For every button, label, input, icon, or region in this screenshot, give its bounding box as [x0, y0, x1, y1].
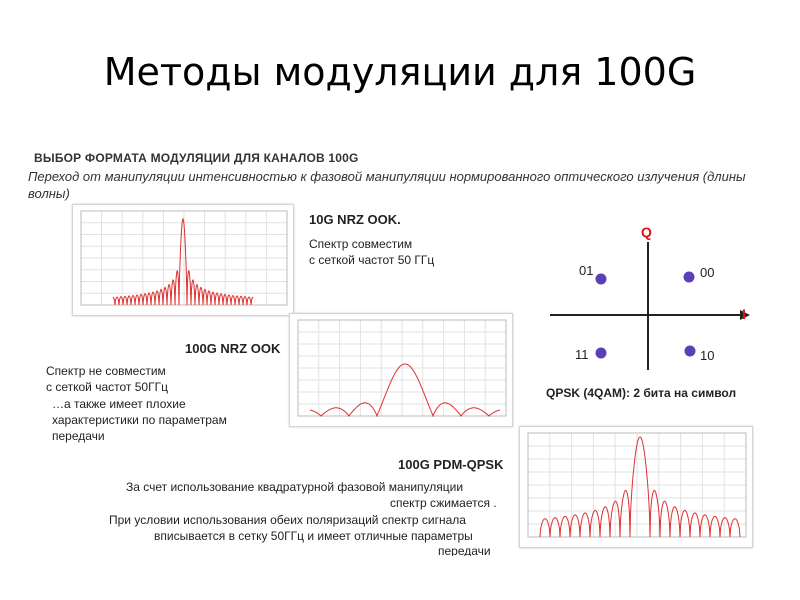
constellation-point-01	[595, 273, 607, 285]
section-subtitle: Переход от манипуляции интенсивностью к …	[28, 169, 746, 201]
qpsk-text-5: передачи	[438, 544, 491, 556]
qpsk-text-4: вписывается в сетку 50ГГц и имеет отличн…	[154, 529, 473, 543]
nrz10-title: 10G NRZ OOK.	[309, 212, 401, 227]
point-label-01: 01	[579, 263, 594, 278]
nrz10-text-1: Спектр совместим	[309, 237, 413, 251]
qpsk-caption: QPSK (4QAM): 2 бита на символ	[546, 386, 737, 400]
spectrum-10g-nrz	[72, 204, 294, 316]
q-axis-label: Q	[641, 224, 652, 240]
i-axis-arrow	[740, 310, 750, 320]
spectrum-pdm-qpsk	[519, 426, 753, 548]
slide-title: Методы модуляции для 100G	[103, 50, 697, 94]
point-label-11: 11	[575, 347, 589, 362]
qpsk-text-2: спектр сжимается .	[390, 496, 497, 510]
nrz100-text-2: с сеткой частот 50ГГц	[46, 380, 168, 394]
constellation-point-10	[684, 345, 696, 357]
qpsk-text-1: За счет использование квадратурной фазов…	[126, 480, 464, 494]
constellation-point-11	[595, 347, 607, 359]
qpsk-constellation	[550, 242, 750, 370]
nrz100-title: 100G NRZ OOK	[185, 341, 281, 356]
nrz10-text-2: с сеткой частот 50 ГГц	[309, 253, 435, 267]
point-label-10: 10	[700, 348, 715, 363]
point-label-00: 00	[700, 265, 715, 280]
spectrum-pdm-qpsk-plot	[527, 432, 747, 538]
nrz100-text-1: Спектр не совместим	[46, 364, 166, 378]
nrz100-text-4: характеристики по параметрам	[52, 413, 227, 427]
qpsk-text-3: При условии использования обеих поляриза…	[109, 513, 466, 527]
spectrum-10g-nrz-plot	[80, 210, 288, 306]
spectrum-100g-nrz	[289, 313, 513, 427]
i-axis-label: I	[742, 306, 746, 322]
spectrum-100g-nrz-plot	[297, 319, 507, 418]
qpsk-title: 100G PDM-QPSK	[398, 457, 504, 472]
nrz100-text-5: передачи	[52, 429, 105, 443]
section-heading: ВЫБОР ФОРМАТА МОДУЛЯЦИИ ДЛЯ КАНАЛОВ 100G	[34, 151, 359, 165]
constellation-point-00	[683, 271, 695, 283]
nrz100-text-3: …а также имеет плохие	[52, 397, 186, 411]
